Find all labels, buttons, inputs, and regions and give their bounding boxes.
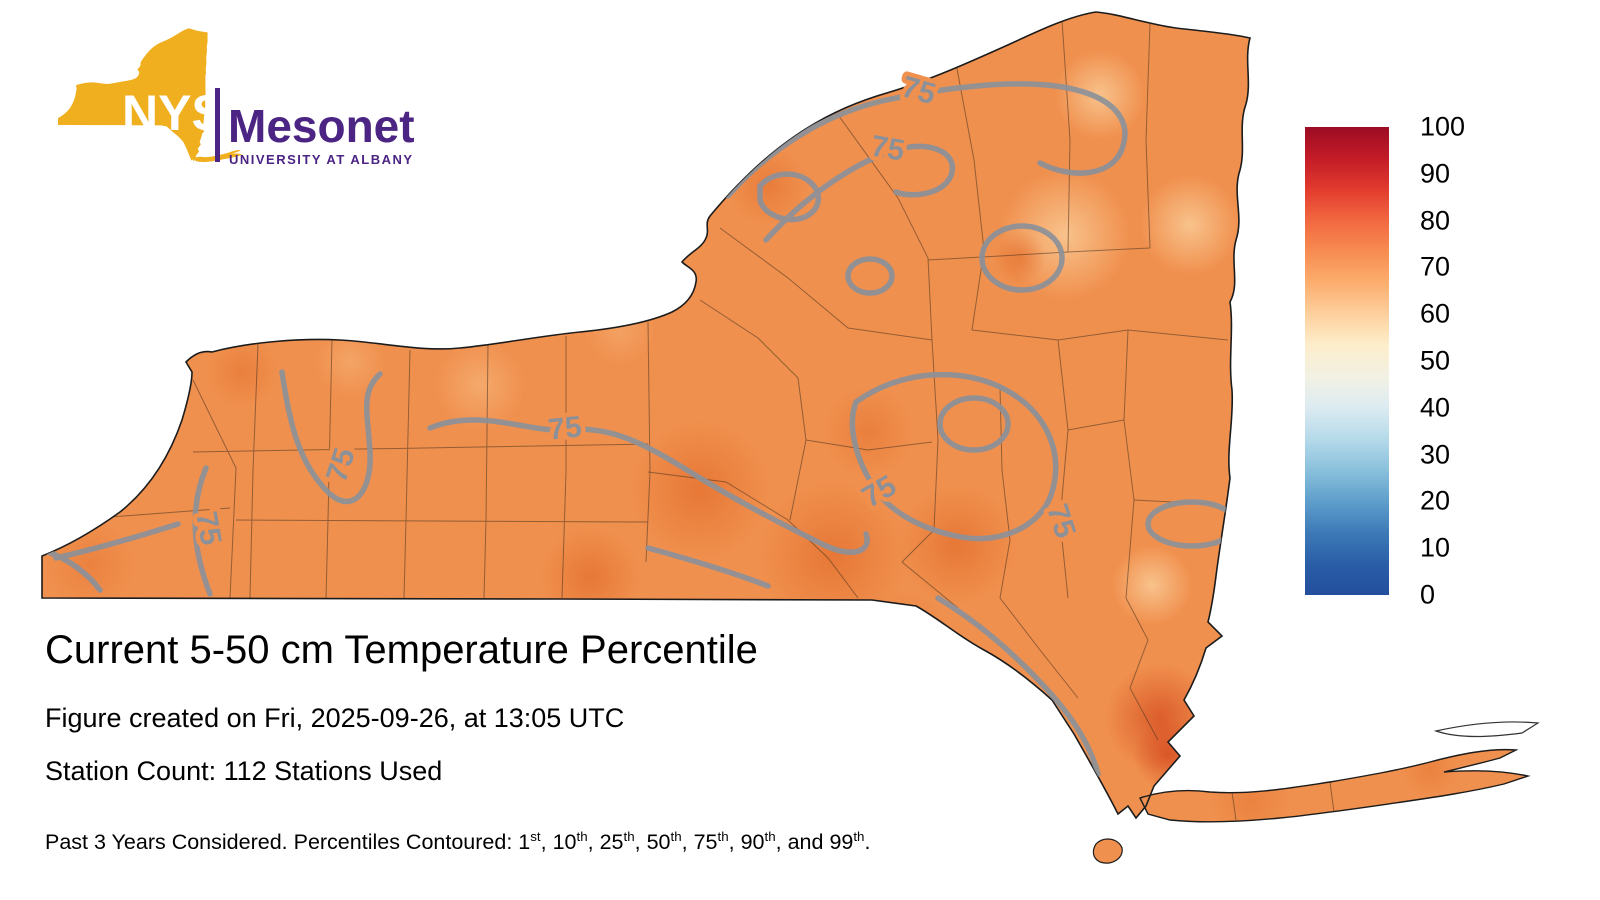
- colorbar-gradient: [1305, 127, 1389, 595]
- percentile-item: 10th,: [552, 828, 600, 854]
- staten-island: [1092, 838, 1123, 864]
- nys-mesonet-logo: NYS Mesonet UNIVERSITY AT ALBANY: [58, 28, 415, 167]
- colorbar-tick-label: 100: [1420, 111, 1466, 142]
- colorbar-tick-label: 60: [1420, 298, 1451, 329]
- logo-divider: [215, 88, 220, 162]
- colorbar-tick-label: 30: [1420, 439, 1451, 470]
- colorbar-tick-label: 40: [1420, 392, 1451, 423]
- logo-name: Mesonet: [228, 100, 415, 152]
- percentile-item: 1st,: [518, 828, 553, 854]
- percentile-item: 25th,: [599, 828, 647, 854]
- contour-label: 75: [189, 509, 227, 548]
- station-count-text: Station Count: 112 Stations Used: [45, 756, 443, 786]
- logo-acronym: NYS: [122, 85, 225, 141]
- colorbar-tick-label: 50: [1420, 345, 1451, 376]
- percentile-item: 50th,: [646, 828, 694, 854]
- footnote-prefix: Past 3 Years Considered. Percentiles Con…: [45, 830, 519, 854]
- colorbar-tick-label: 0: [1420, 579, 1436, 610]
- logo-subtitle: UNIVERSITY AT ALBANY: [229, 152, 414, 167]
- colorbar-ticks: 100 90 80 70 60 50 40 30 20 10 0: [1420, 112, 1510, 610]
- contour-label: 75: [547, 410, 584, 446]
- colorbar-tick-label: 90: [1420, 158, 1451, 189]
- percentile-item: 99th.: [829, 828, 871, 854]
- percentile-contours: [45, 81, 1239, 777]
- page-title: Current 5-50 cm Temperature Percentile: [45, 628, 758, 672]
- contour-label: 75: [868, 129, 907, 167]
- percentile-item: 90th, and: [740, 828, 830, 854]
- north-fork-sliver: [1433, 721, 1540, 738]
- colorbar-tick-label: 80: [1420, 205, 1451, 236]
- footer-percentiles: 1st, 10th, 25th, 50th, 75th, 90th, and 9…: [518, 830, 870, 854]
- county-borders: [43, 19, 1335, 821]
- percentile-item: 75th,: [693, 828, 741, 854]
- colorbar-tick-label: 10: [1420, 532, 1451, 563]
- colorbar-tick-label: 70: [1420, 251, 1451, 282]
- footnote: Past 3 Years Considered. Percentiles Con…: [45, 830, 870, 855]
- light-patches: [315, 50, 1240, 625]
- colorbar-tick-label: 20: [1420, 485, 1451, 516]
- figure-created-text: Figure created on Fri, 2025-09-26, at 13…: [45, 703, 625, 733]
